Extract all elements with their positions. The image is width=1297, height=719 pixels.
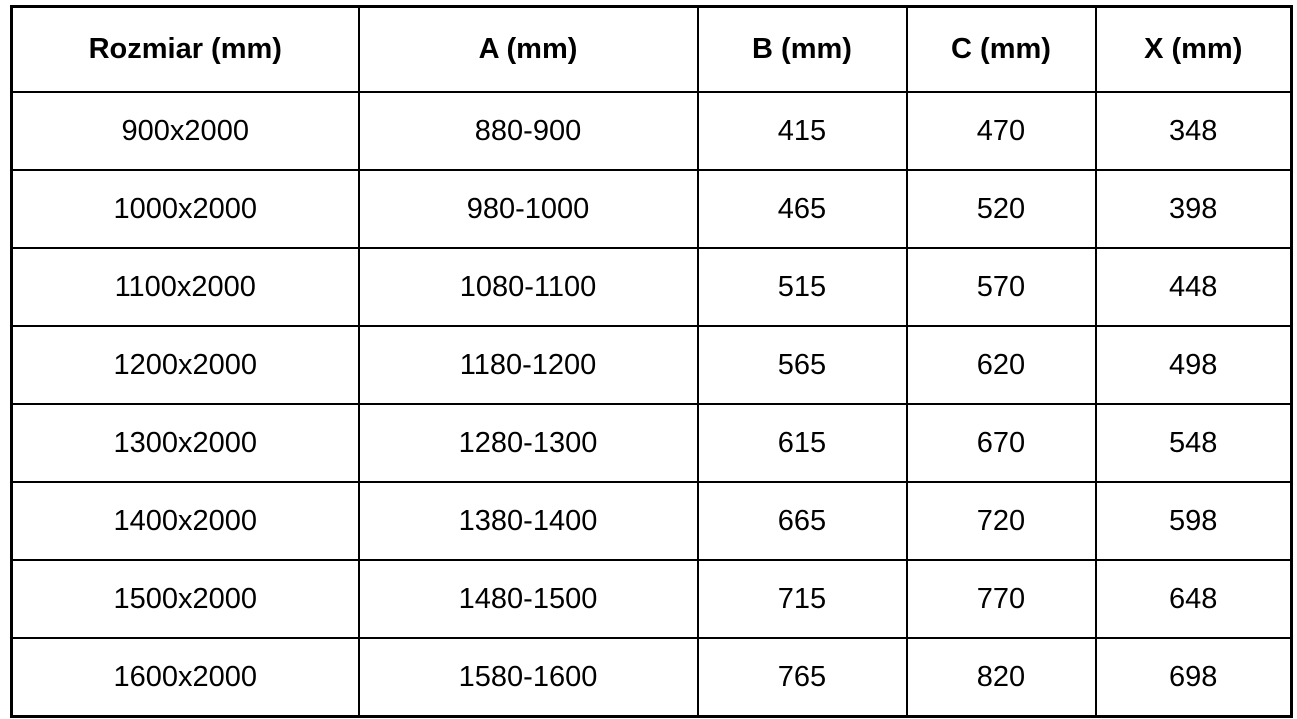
size-spec-table: Rozmiar (mm) A (mm) B (mm) C (mm) X (mm)… [10,5,1293,718]
cell-b: 665 [696,481,908,561]
cell-x: 498 [1094,325,1293,405]
cell-c: 670 [905,403,1097,483]
cell-a: 1580-1600 [357,637,699,718]
table-row: 1400x2000 1380-1400 665 720 598 [10,481,1293,561]
column-header-c: C (mm) [905,5,1097,93]
cell-b: 465 [696,169,908,249]
cell-rozmiar: 1400x2000 [10,481,360,561]
cell-c: 720 [905,481,1097,561]
cell-rozmiar: 1500x2000 [10,559,360,639]
table-row: 1500x2000 1480-1500 715 770 648 [10,559,1293,639]
cell-a: 1280-1300 [357,403,699,483]
column-header-b: B (mm) [696,5,908,93]
cell-x: 698 [1094,637,1293,718]
cell-c: 620 [905,325,1097,405]
cell-rozmiar: 1000x2000 [10,169,360,249]
cell-c: 820 [905,637,1097,718]
cell-c: 570 [905,247,1097,327]
cell-b: 615 [696,403,908,483]
column-header-x: X (mm) [1094,5,1293,93]
cell-rozmiar: 1200x2000 [10,325,360,405]
table-row: 1600x2000 1580-1600 765 820 698 [10,637,1293,718]
cell-x: 648 [1094,559,1293,639]
cell-a: 1380-1400 [357,481,699,561]
column-header-rozmiar: Rozmiar (mm) [10,5,360,93]
cell-a: 880-900 [357,91,699,171]
cell-b: 415 [696,91,908,171]
cell-b: 515 [696,247,908,327]
cell-b: 765 [696,637,908,718]
cell-rozmiar: 1100x2000 [10,247,360,327]
table-row: 900x2000 880-900 415 470 348 [10,91,1293,171]
column-header-a: A (mm) [357,5,699,93]
cell-a: 1480-1500 [357,559,699,639]
cell-rozmiar: 1300x2000 [10,403,360,483]
table-row: 1100x2000 1080-1100 515 570 448 [10,247,1293,327]
cell-rozmiar: 1600x2000 [10,637,360,718]
cell-rozmiar: 900x2000 [10,91,360,171]
cell-b: 565 [696,325,908,405]
cell-c: 470 [905,91,1097,171]
table-row: 1000x2000 980-1000 465 520 398 [10,169,1293,249]
cell-x: 548 [1094,403,1293,483]
cell-x: 448 [1094,247,1293,327]
cell-a: 980-1000 [357,169,699,249]
cell-a: 1080-1100 [357,247,699,327]
cell-x: 598 [1094,481,1293,561]
header-row: Rozmiar (mm) A (mm) B (mm) C (mm) X (mm) [10,5,1293,93]
cell-a: 1180-1200 [357,325,699,405]
cell-x: 348 [1094,91,1293,171]
cell-x: 398 [1094,169,1293,249]
cell-b: 715 [696,559,908,639]
table-row: 1300x2000 1280-1300 615 670 548 [10,403,1293,483]
cell-c: 770 [905,559,1097,639]
cell-c: 520 [905,169,1097,249]
table-row: 1200x2000 1180-1200 565 620 498 [10,325,1293,405]
